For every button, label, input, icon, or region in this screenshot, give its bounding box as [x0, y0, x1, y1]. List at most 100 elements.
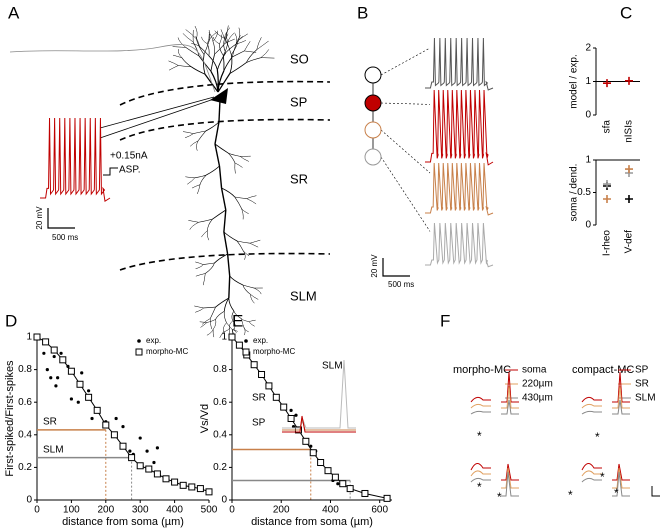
drawing — [228, 275, 231, 299]
drawing — [380, 156, 431, 232]
drawing — [250, 294, 259, 300]
inset-label: SLM — [322, 361, 343, 372]
drawing — [196, 38, 205, 55]
x-tick-label: I-rheo — [602, 230, 613, 257]
legend-marker — [242, 348, 250, 356]
drawing — [249, 242, 259, 248]
compartment — [364, 94, 382, 112]
drawing — [212, 329, 215, 338]
drawing — [250, 294, 255, 304]
drawing — [189, 222, 199, 230]
marker — [145, 465, 153, 473]
x-tick-label: 200 — [273, 505, 290, 516]
panel-letter: C — [620, 3, 632, 22]
drawing — [425, 162, 494, 216]
panel-letter: D — [5, 311, 17, 330]
inset-label: SP — [252, 418, 266, 429]
drawing — [219, 43, 224, 56]
drawing — [229, 54, 233, 74]
drawing — [195, 273, 206, 277]
y-tick-label: 1 — [26, 332, 32, 343]
drawing — [210, 54, 215, 72]
drawing — [612, 399, 630, 415]
drawing — [612, 471, 630, 497]
point — [138, 436, 142, 440]
drawing — [612, 463, 630, 481]
drawing — [199, 46, 210, 56]
drawing — [224, 33, 229, 44]
drawing — [224, 38, 232, 55]
drawing — [218, 99, 221, 123]
point — [145, 449, 149, 453]
compartment — [364, 66, 382, 84]
compartment — [364, 121, 382, 139]
drawing — [220, 187, 227, 211]
drawing — [246, 49, 257, 63]
point — [114, 416, 118, 421]
drawing — [234, 162, 236, 174]
panel-letter: E — [232, 311, 243, 330]
drawing — [256, 40, 269, 50]
drawing — [199, 321, 207, 323]
marker — [50, 346, 58, 354]
drawing — [231, 40, 239, 55]
drawing — [182, 131, 194, 134]
drawing — [242, 250, 250, 257]
drawing — [194, 305, 204, 309]
drawing — [119, 118, 331, 141]
layer-label: SP — [290, 94, 307, 109]
drawing — [581, 470, 602, 477]
drawing — [188, 220, 199, 223]
point — [49, 376, 53, 380]
marker-asterisk: * — [497, 490, 502, 504]
drawing — [202, 273, 206, 286]
drawing — [612, 385, 630, 409]
legend-marker — [137, 339, 141, 343]
drawing — [192, 41, 200, 57]
marker — [128, 454, 136, 462]
y-axis-label: Vs/Vd — [199, 404, 211, 433]
drawing — [223, 231, 229, 255]
drawing — [501, 399, 519, 415]
point — [69, 397, 73, 401]
legend-label: SLM — [635, 393, 656, 404]
drawing — [219, 331, 225, 338]
marker — [110, 431, 118, 439]
drawing — [207, 43, 210, 56]
drawing — [581, 463, 602, 471]
drawing — [470, 403, 491, 409]
y-tick-label: 0 — [26, 495, 32, 506]
marker — [280, 403, 288, 411]
drawing — [215, 297, 230, 308]
drawing — [223, 297, 230, 312]
drawing — [206, 165, 220, 176]
drawing — [210, 318, 212, 330]
scale-t: 500 ms — [388, 280, 414, 289]
drawing — [223, 331, 225, 339]
point — [54, 384, 58, 388]
x-tick-label: 0 — [34, 505, 40, 516]
drawing — [246, 57, 261, 63]
marker — [265, 382, 273, 390]
marker — [339, 480, 347, 488]
drawing — [178, 49, 183, 58]
drawing — [207, 33, 210, 44]
point — [291, 425, 296, 429]
marker-asterisk: * — [477, 429, 482, 443]
drawing — [225, 25, 229, 39]
marker-asterisk: * — [477, 480, 482, 494]
drawing — [223, 322, 227, 332]
drawing — [181, 57, 192, 67]
drawing — [99, 96, 215, 139]
group-title: compact-MC — [572, 364, 634, 376]
point — [121, 425, 125, 429]
drawing — [249, 239, 261, 244]
drawing — [210, 70, 219, 93]
marker — [102, 421, 110, 429]
drawing — [260, 49, 270, 58]
drawing — [215, 311, 225, 320]
drawing — [238, 27, 241, 41]
drawing — [9, 44, 216, 93]
drawing — [197, 184, 201, 195]
drawing — [470, 396, 491, 403]
